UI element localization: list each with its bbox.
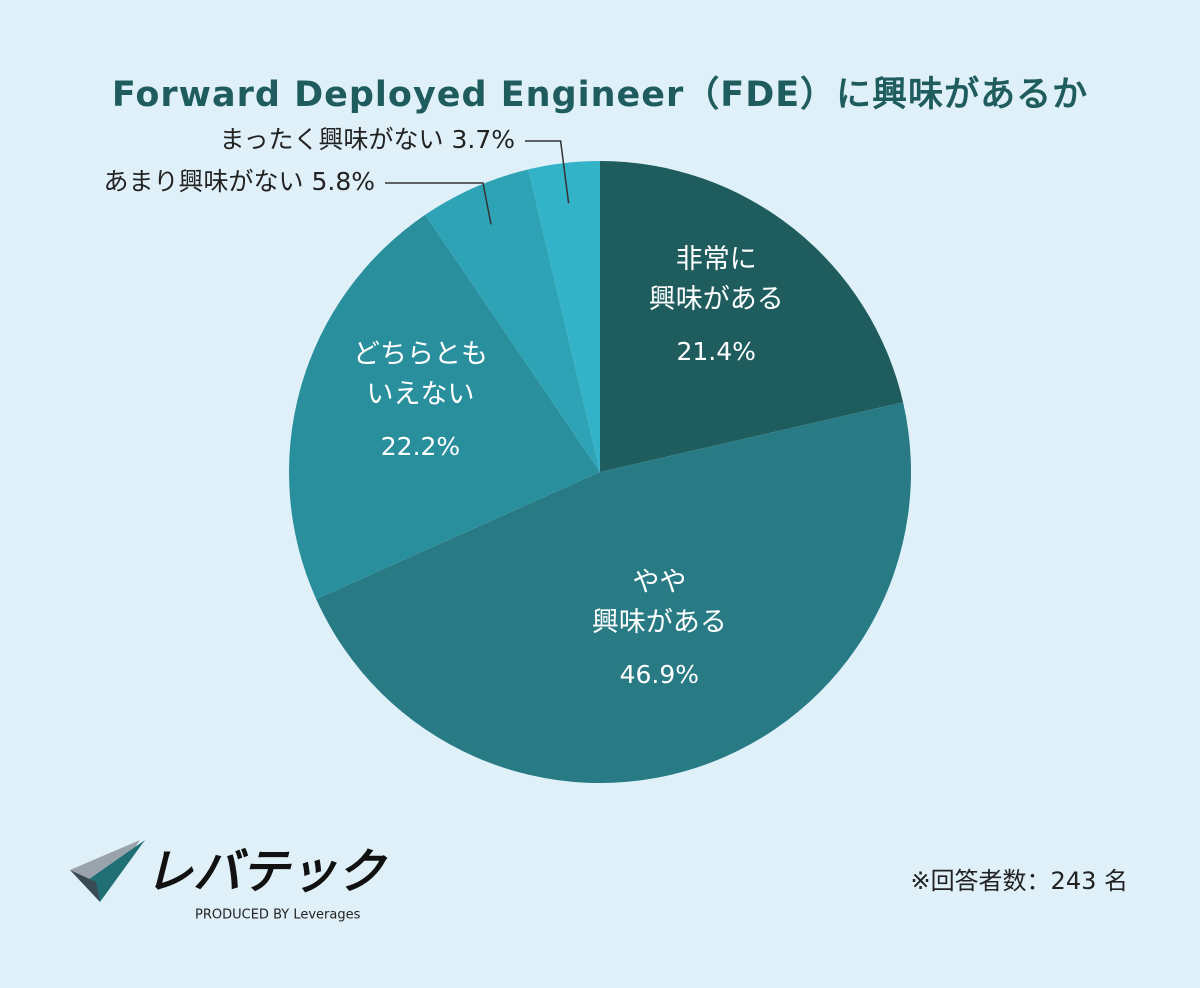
pie-slice xyxy=(528,161,600,472)
respondent-note: ※回答者数：243 名 xyxy=(910,867,1128,895)
value-label: 5.8% xyxy=(311,167,375,196)
pie-slice xyxy=(600,161,904,472)
value-label: 3.7% xyxy=(451,125,515,154)
category-label: どちらとも いえない xyxy=(352,339,488,411)
slice-label: どちらとも いえない 22.2% xyxy=(353,335,488,467)
category-label: まったく興味がない xyxy=(219,125,443,154)
category-label: 非常に 興味がある xyxy=(648,244,784,315)
pie-slice xyxy=(289,214,600,600)
leader-line xyxy=(525,140,570,204)
slice-label: やや 興味がある 46.9% xyxy=(592,563,727,695)
pie-slice xyxy=(425,169,600,472)
value-label: 21.4% xyxy=(676,337,756,366)
logo-tagline: PRODUCED BY Leverages xyxy=(195,908,361,923)
leader-line xyxy=(385,182,492,225)
pie-slice xyxy=(316,402,912,783)
value-label: 46.9% xyxy=(619,659,700,689)
category-label: あまり興味がない xyxy=(103,167,303,196)
chart-title: Forward Deployed Engineer（FDE）に興味があるか xyxy=(112,75,1088,115)
category-label: やや 興味がある xyxy=(591,566,727,638)
slice-label: 非常に 興味がある 21.4% xyxy=(649,240,784,372)
outer-label: あまり興味がない 5.8% xyxy=(103,167,375,196)
outer-label: まったく興味がない 3.7% xyxy=(219,125,515,154)
logo-mark xyxy=(70,840,145,902)
logo-name: レバテック xyxy=(145,844,388,900)
value-label: 22.2% xyxy=(380,432,461,462)
